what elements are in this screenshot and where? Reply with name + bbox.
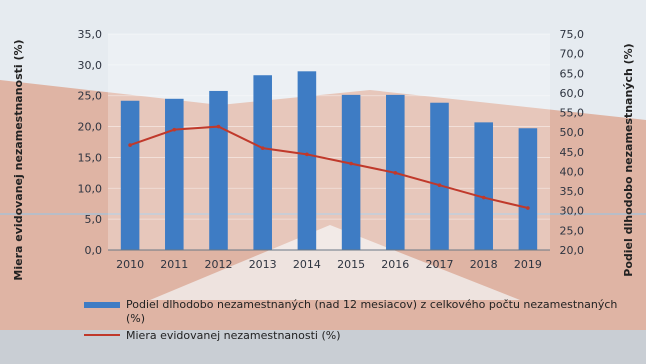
x-tick-label: 2013 xyxy=(249,258,277,271)
y-left-tick-label: 20,0 xyxy=(78,121,103,134)
y-left-tick-label: 25,0 xyxy=(78,90,103,103)
legend-bar-label: Podiel dlhodobo nezamestnaných (nad 12 m… xyxy=(126,298,617,325)
bar xyxy=(165,98,184,250)
y-right-tick-label: 25,0 xyxy=(560,224,585,237)
series-line xyxy=(129,125,529,210)
y-left-axis-title: Miera evidovanej nezamestnanosti (%) xyxy=(12,39,25,280)
y-right-tick-label: 40,0 xyxy=(560,165,585,178)
plot-area: 35,0 30,0 25,0 20,0 15,0 10,0 5,0 0,0 75,0 70,0 65… xyxy=(78,28,585,271)
bar xyxy=(253,75,272,251)
legend-line-label: Miera evidovanej nezamestnanosti (%) xyxy=(126,329,341,342)
y-left-tick-label: 35,0 xyxy=(78,28,103,41)
x-tick-label: 2018 xyxy=(470,258,498,271)
y-right-tick-label: 65,0 xyxy=(560,67,585,80)
y-right-tick-label: 60,0 xyxy=(560,87,585,100)
x-tick-label: 2019 xyxy=(514,258,542,271)
x-tick-label: 2016 xyxy=(381,258,409,271)
x-tick-label: 2010 xyxy=(116,258,144,271)
line-point xyxy=(393,171,398,175)
y-left-tick-label: 15,0 xyxy=(78,151,103,164)
y-right-tick-label: 70,0 xyxy=(560,48,585,61)
y-left-tick-label: 10,0 xyxy=(78,182,103,195)
y-left-tick-label: 0,0 xyxy=(85,244,103,257)
legend: Podiel dlhodobo nezamestnaných (nad 12 m… xyxy=(84,298,617,342)
line-point xyxy=(305,152,309,157)
bar xyxy=(297,71,317,251)
bar xyxy=(120,100,140,250)
line-point xyxy=(481,195,486,200)
bar xyxy=(430,102,449,251)
bar xyxy=(341,94,361,250)
y-right-tick-label: 50,0 xyxy=(560,126,585,139)
x-tick-label: 2012 xyxy=(205,258,233,271)
line-point xyxy=(216,124,221,129)
line-point xyxy=(437,183,442,187)
y-right-tick-label: 35,0 xyxy=(560,185,585,198)
line-point xyxy=(260,146,265,150)
bar xyxy=(209,90,228,250)
x-tick-label: 2017 xyxy=(426,258,454,271)
line-point xyxy=(526,206,530,210)
y-right-tick-label: 30,0 xyxy=(560,205,585,218)
bar xyxy=(474,122,493,250)
bar xyxy=(518,128,538,250)
line-point xyxy=(128,143,132,147)
y-left-tick-label: 30,0 xyxy=(78,59,103,72)
legend-bar-swatch xyxy=(84,302,120,308)
y-right-axis-title: Podiel dlhodobo nezamestnaných (%) xyxy=(622,43,635,276)
line-point xyxy=(172,127,177,132)
y-right-tick-label: 45,0 xyxy=(560,146,585,159)
x-tick-label: 2015 xyxy=(337,258,365,271)
y-right-tick-label: 75,0 xyxy=(560,28,585,41)
line-point xyxy=(349,161,353,166)
x-tick-label: 2014 xyxy=(293,258,321,271)
y-right-tick-label: 20,0 xyxy=(560,244,585,257)
y-right-tick-label: 55,0 xyxy=(560,107,585,120)
y-left-tick-label: 5,0 xyxy=(85,213,103,226)
x-tick-label: 2011 xyxy=(160,258,188,271)
